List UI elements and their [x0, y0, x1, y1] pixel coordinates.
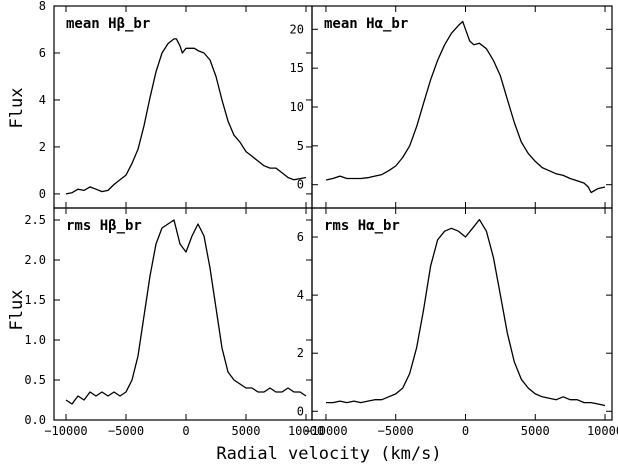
panel-bottom-left: −10000 −5000 0 5000 10000 0.0 0.5 1.0 1.5 2.0 2.5 r…: [24, 207, 324, 438]
panel-label: rms Hα_br: [324, 218, 400, 234]
x-tick-label: 10000: [587, 424, 618, 438]
y-tick-label: 20: [290, 22, 304, 36]
spectrum-line: [326, 218, 606, 407]
spectrum-line: [65, 38, 307, 195]
y-axis-label-top: Flux: [7, 88, 27, 129]
y-tick-label: 0: [297, 404, 304, 418]
y-tick-label: 0.5: [24, 373, 46, 387]
panel-frame: [53, 207, 313, 421]
y-tick-label: 2: [297, 346, 304, 360]
x-tick-label: 0: [462, 424, 469, 438]
x-tick-label: −10000: [44, 424, 87, 438]
y-tick-label: 6: [297, 230, 304, 244]
y-tick-label: 2.5: [24, 213, 46, 227]
y-axis-label-bottom: Flux: [7, 290, 27, 331]
y-tick-label: 15: [290, 61, 304, 75]
panel-top-left: 0 2 4 6 8 mean Hβ_br: [39, 0, 313, 209]
panel-top-right: 0 5 10 15 20 mean Hα_br: [290, 5, 613, 209]
x-tick-label: 5000: [232, 424, 261, 438]
spectrum-line: [65, 219, 307, 405]
y-tick-label: 4: [39, 93, 46, 107]
y-tick-label: 1.0: [24, 333, 46, 347]
y-tick-label: 2.0: [24, 253, 46, 267]
x-axis-label: Radial velocity (km/s): [216, 444, 441, 464]
y-tick-label: 8: [39, 0, 46, 13]
panel-label: mean Hα_br: [324, 16, 408, 32]
y-tick-label: 5: [297, 139, 304, 153]
x-tick-label: 0: [182, 424, 189, 438]
y-tick-label: 0.0: [24, 413, 46, 427]
panel-label: mean Hβ_br: [66, 16, 150, 32]
panel-label: rms Hβ_br: [66, 218, 142, 234]
y-tick-label: 0: [39, 187, 46, 201]
x-tick-label: 5000: [521, 424, 550, 438]
y-tick-label: 10: [290, 100, 304, 114]
x-tick-label: −5000: [378, 424, 414, 438]
y-tick-label: 0: [297, 178, 304, 192]
spectrum-line: [325, 20, 606, 194]
y-tick-label: 2: [39, 140, 46, 154]
x-tick-label: −10000: [304, 424, 347, 438]
y-tick-label: 6: [39, 46, 46, 60]
y-tick-label: 1.5: [24, 293, 46, 307]
panel-frame: [53, 5, 313, 209]
x-tick-label: 10000: [288, 424, 324, 438]
panel-bottom-right: −10000 −5000 0 5000 10000 0 2 4 6 rms Hα_br: [297, 207, 618, 438]
y-tick-label: 4: [297, 288, 304, 302]
panel-frame: [311, 207, 613, 421]
x-tick-label: −5000: [108, 424, 144, 438]
